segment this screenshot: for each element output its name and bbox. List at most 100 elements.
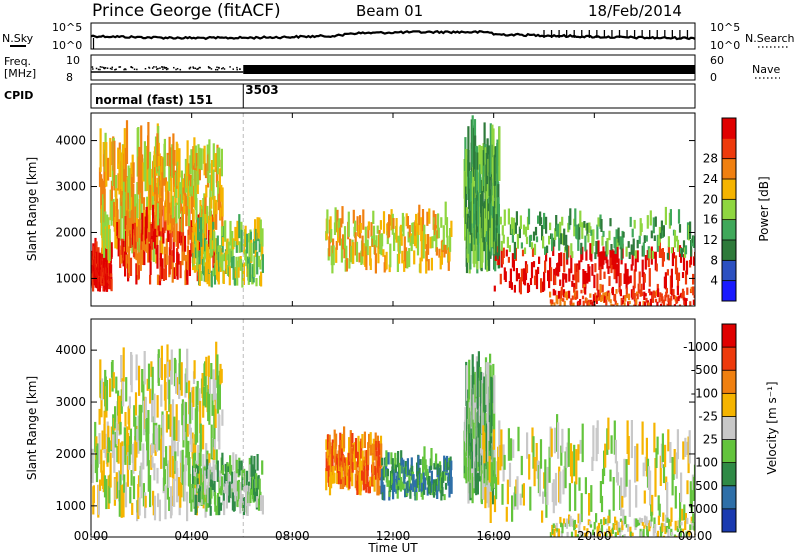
heatmap-cell [656, 301, 659, 306]
heatmap-cell [178, 148, 181, 178]
heatmap-cell [204, 375, 207, 408]
heatmap-cell [617, 258, 620, 277]
heatmap-cell [203, 249, 206, 271]
heatmap-cell [599, 481, 602, 504]
power-heatmap [91, 113, 695, 306]
heatmap-cell [372, 210, 375, 224]
heatmap-cell [114, 406, 117, 429]
heatmap-cell [156, 244, 159, 269]
heatmap-cell [542, 491, 545, 504]
heatmap-cell [113, 440, 116, 473]
heatmap-cell [626, 294, 629, 299]
heatmap-cell [167, 460, 170, 488]
heatmap-cell [552, 479, 555, 514]
heatmap-cell [233, 495, 236, 511]
heatmap-cell [541, 510, 544, 523]
heatmap-cell [489, 123, 492, 177]
heatmap-cell [616, 238, 619, 247]
heatmap-cell [256, 251, 259, 275]
heatmap-cell [494, 241, 497, 256]
heatmap-cell [138, 146, 141, 188]
heatmap-cell [427, 259, 430, 271]
heatmap-cell [609, 299, 612, 304]
heatmap-cell [617, 522, 620, 531]
heatmap-cell [167, 361, 170, 400]
heatmap-cell [256, 496, 259, 508]
heatmap-cell [237, 260, 240, 278]
heatmap-cell [236, 220, 239, 246]
heatmap-cell [199, 468, 202, 487]
heatmap-cell [381, 492, 384, 501]
heatmap-cell [508, 245, 511, 253]
heatmap-cell [594, 252, 597, 260]
heatmap-cell [440, 217, 443, 228]
heatmap-cell [367, 442, 370, 465]
heatmap-cell [239, 259, 243, 271]
heatmap-cell [162, 414, 165, 452]
heatmap-cell [560, 233, 563, 245]
heatmap-cell [218, 496, 221, 516]
heatmap-cell [117, 395, 120, 431]
heatmap-cell [129, 257, 133, 276]
nave-dot [209, 67, 211, 69]
heatmap-cell [676, 239, 680, 252]
heatmap-cell [512, 217, 515, 235]
heatmap-cell [362, 209, 365, 230]
heatmap-cell [554, 472, 558, 506]
heatmap-cell [665, 291, 668, 298]
heatmap-cell [584, 235, 587, 252]
heatmap-cell [140, 233, 143, 250]
heatmap-cell [146, 378, 149, 391]
heatmap-cell [489, 189, 492, 231]
heatmap-cell [164, 254, 167, 281]
heatmap-cell [586, 300, 589, 306]
heatmap-cell [412, 474, 415, 492]
heatmap-cell [225, 481, 228, 491]
heatmap-cell [549, 257, 552, 276]
nave-dot [229, 66, 231, 68]
heatmap-cell [598, 292, 601, 301]
heatmap-cell [603, 295, 606, 303]
heatmap-cell [450, 220, 453, 237]
heatmap-cell [244, 489, 248, 513]
heatmap-cell [107, 437, 110, 453]
heatmap-cell [649, 291, 652, 296]
heatmap-cell [155, 428, 159, 452]
heatmap-cell [128, 218, 131, 229]
heatmap-cell [138, 219, 141, 238]
heatmap-cell [134, 392, 138, 416]
heatmap-cell [674, 255, 678, 275]
heatmap-cell [220, 368, 223, 383]
heatmap-cell [248, 233, 251, 243]
heatmap-cell [442, 470, 445, 483]
heatmap-cell [471, 473, 474, 504]
heatmap-cell [651, 494, 654, 516]
heatmap-cell [571, 295, 574, 300]
heatmap-cell [110, 278, 113, 292]
heatmap-cell [120, 389, 123, 414]
heatmap-cell [128, 396, 131, 409]
heatmap-cell [96, 443, 99, 468]
heatmap-cell [157, 493, 160, 508]
heatmap-cell [561, 523, 564, 534]
heatmap-cell [180, 194, 183, 214]
heatmap-cell [566, 244, 569, 260]
heatmap-cell [222, 490, 225, 506]
heatmap-cell [467, 464, 470, 504]
heatmap-cell [503, 454, 506, 470]
heatmap-cell [674, 520, 677, 531]
heatmap-cell [370, 222, 373, 237]
heatmap-cell [191, 387, 194, 421]
heatmap-cell [361, 450, 364, 466]
heatmap-cell [235, 241, 238, 253]
heatmap-cell [605, 533, 608, 537]
heatmap-cell [163, 138, 166, 167]
heatmap-cell [654, 298, 658, 303]
heatmap-cell [574, 208, 577, 227]
heatmap-cell [430, 470, 433, 484]
heatmap-cell [579, 514, 582, 525]
heatmap-cell [189, 174, 193, 187]
heatmap-cell [557, 528, 560, 537]
heatmap-cell [584, 532, 587, 537]
heatmap-cell [430, 257, 433, 271]
